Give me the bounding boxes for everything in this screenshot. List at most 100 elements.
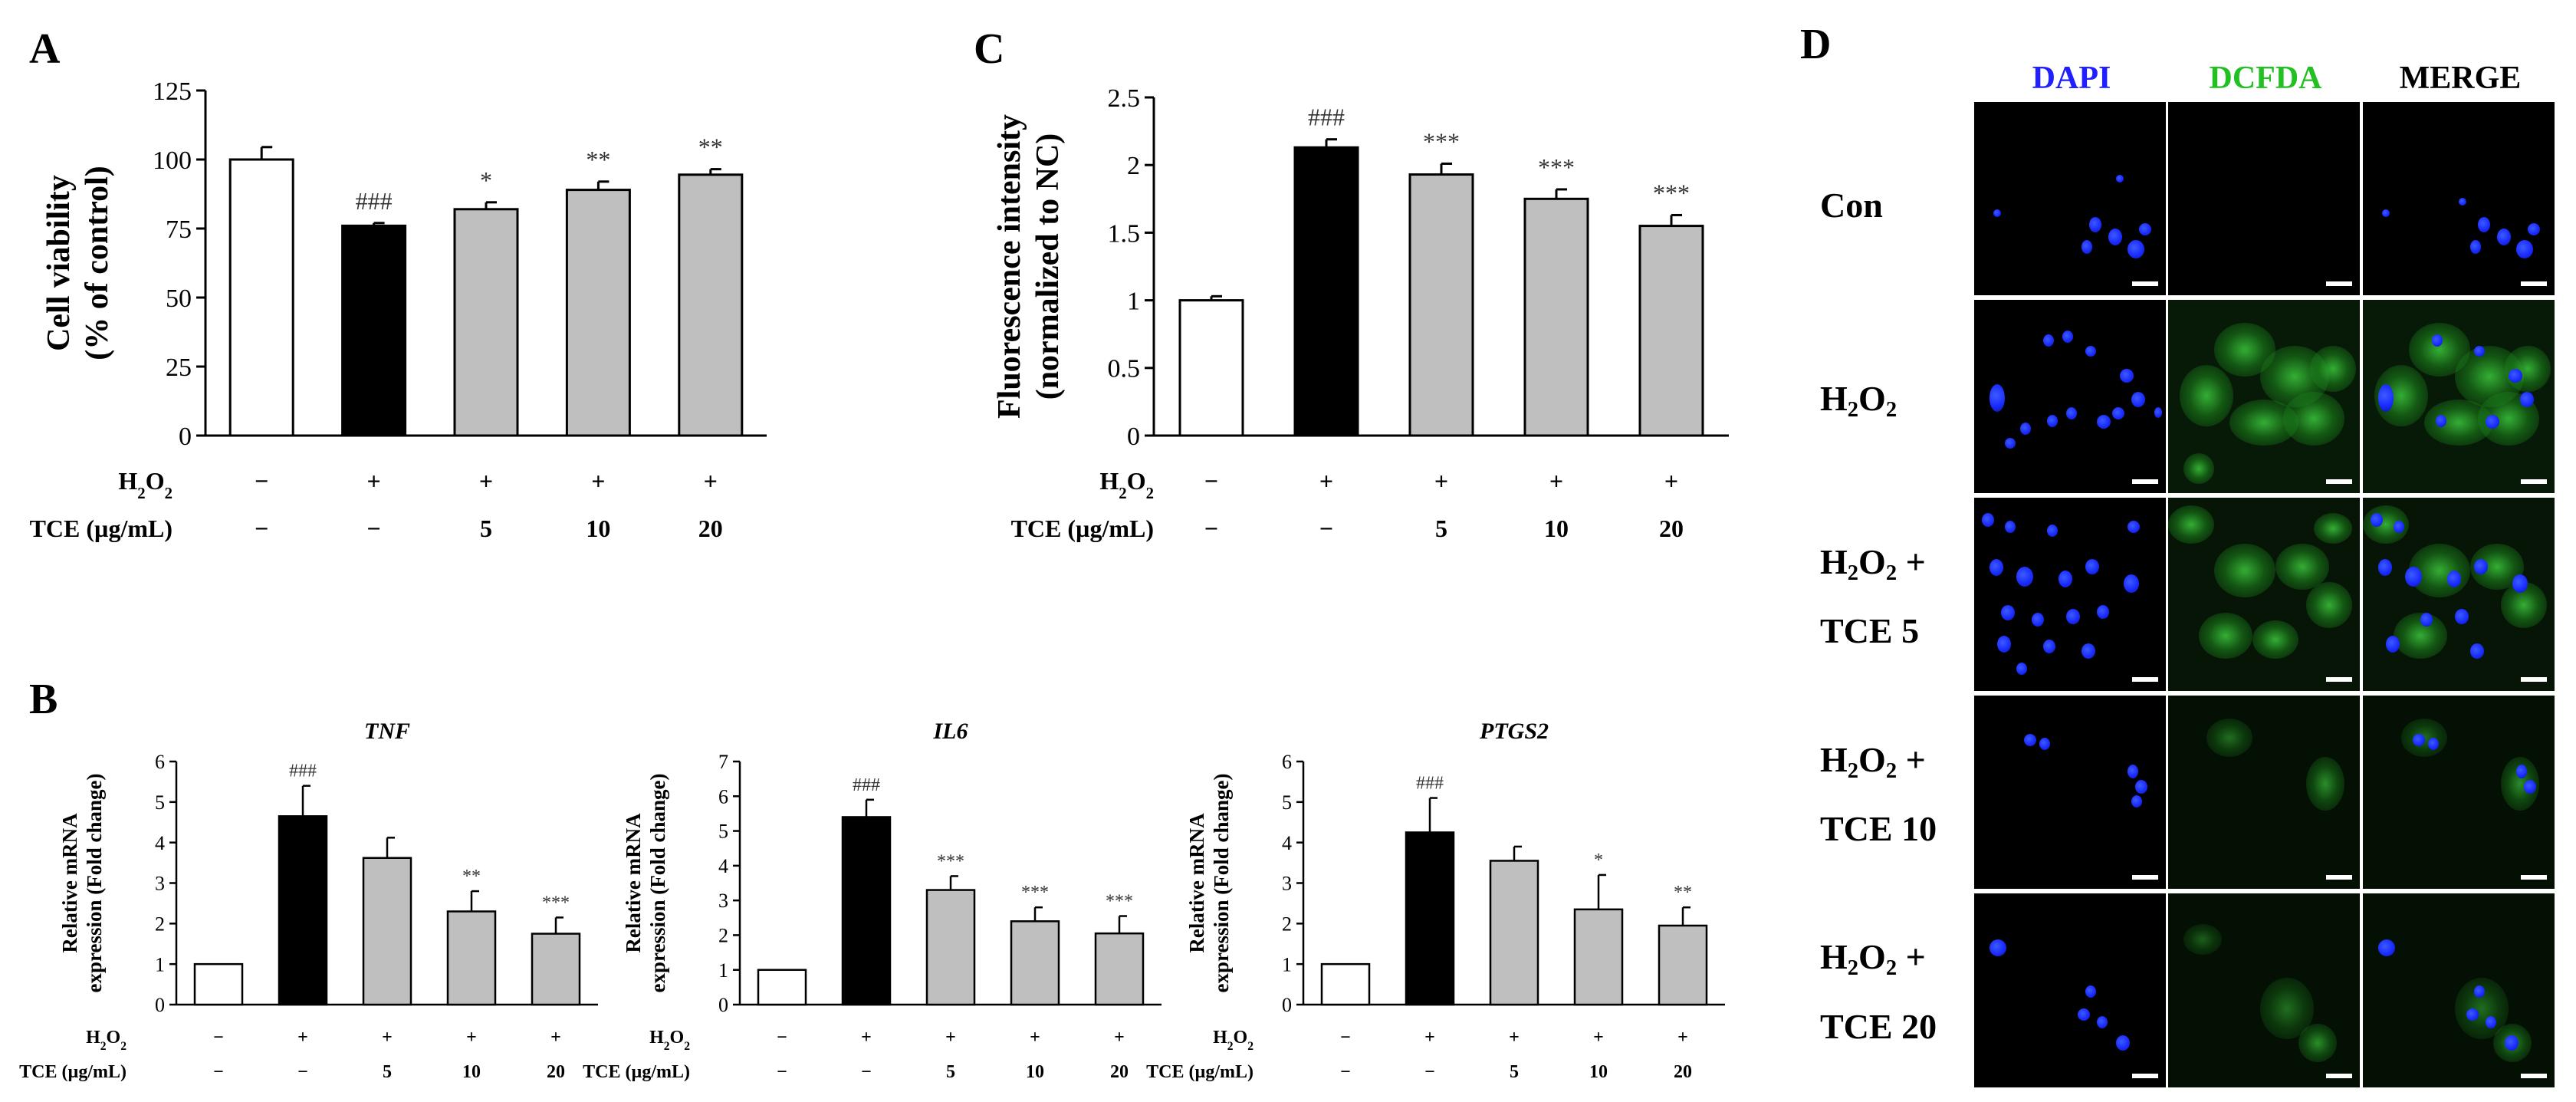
h2o2-row-value-a: + [704,467,718,495]
tce-row-value-c: 5 [1435,515,1447,542]
row-label-h2o2-tce10-line2: TCE 10 [1820,809,1937,848]
micrograph-tce10-merge [2363,696,2555,889]
bar-c [1638,225,1704,437]
y-tick-label-b-tnf: 0 [155,994,165,1016]
tce-row-value-a: − [255,515,268,542]
chart-title-b-il6: IL6 [933,719,968,744]
bar-b-il6 [1010,920,1060,1006]
h2o2-row-value-a: + [479,467,493,495]
y-tick-label-b-il6: 5 [718,821,728,843]
y-tick-label-b-ptgs2: 4 [1282,832,1292,854]
y-tick-label-b-tnf: 5 [155,791,165,814]
h2o2-row-value-b-ptgs2: − [1340,1028,1351,1048]
y-tick-label-b-ptgs2: 2 [1282,913,1292,935]
y-tick-label-b-il6: 3 [718,890,728,912]
significance-label-c: *** [1538,153,1575,181]
panel-a-letter: A [29,25,61,73]
y-tick-label-c: 1.5 [1108,219,1141,248]
tce-row-value-b-tnf: 20 [547,1062,565,1082]
row-label-h2o2-tce20-line2: TCE 20 [1820,1007,1937,1046]
bar-a [341,224,407,437]
tce-row-label-a: TCE (µg/mL) [30,515,172,542]
micrograph-con-merge [2363,102,2555,295]
column-label-dcfda: DCFDA [2209,61,2322,96]
h2o2-row-value-b-tnf: + [550,1028,561,1048]
tce-row-value-b-ptgs2: 5 [1510,1062,1519,1082]
significance-label-b-il6: *** [937,851,964,871]
bar-a [565,189,631,437]
tce-row-value-c: − [1204,515,1218,542]
tce-row-label-b-ptgs2: TCE (µg/mL) [1146,1062,1254,1082]
h2o2-row-value-b-ptgs2: + [1593,1028,1604,1048]
h2o2-row-value-b-ptgs2: + [1677,1028,1688,1048]
h2o2-row-value-b-tnf: − [213,1028,224,1048]
h2o2-row-value-a: + [591,467,605,495]
bar-b-ptgs2 [1489,860,1539,1006]
y-axis-label-line2-b-il6: expression (Fold change) [646,773,669,992]
bar-b-il6 [1094,932,1145,1006]
tce-row-value-b-il6: − [861,1062,872,1082]
y-axis-label-line1-c: Fluorescence intensity [992,114,1027,419]
tce-row-value-b-tnf: 10 [462,1062,481,1082]
y-axis-label-line2-a: (% of control) [80,166,115,360]
row-label-h2o2: H2O2 [1820,379,1898,422]
y-axis-label-line1-b-ptgs2: Relative mRNA [1185,813,1208,953]
micrograph-h2o2-dapi [1974,300,2166,493]
significance-label-b-ptgs2: ### [1416,774,1444,794]
y-tick-label-b-tnf: 6 [155,751,165,773]
y-tick-label-a: 25 [166,354,192,382]
y-tick-label-b-il6: 1 [718,959,728,982]
h2o2-row-value-b-il6: + [1114,1028,1125,1048]
h2o2-row-value-b-tnf: + [382,1028,393,1048]
y-tick-label-b-il6: 2 [718,925,728,947]
tce-row-label-c: TCE (µg/mL) [1011,515,1154,542]
bar-a [678,173,744,437]
micrograph-tce10-dcfda [2168,696,2360,889]
micrograph-h2o2-dcfda [2168,300,2360,493]
micrograph-tce20-dapi [1974,893,2166,1087]
panel-b-letter: B [29,676,58,723]
y-tick-label-b-ptgs2: 6 [1282,751,1292,773]
micrograph-tce5-merge [2363,498,2555,691]
y-tick-label-b-ptgs2: 3 [1282,873,1292,895]
h2o2-row-value-b-ptgs2: + [1509,1028,1520,1048]
row-label-con: Con [1820,186,1883,225]
significance-label-b-il6: ### [853,775,880,795]
tce-row-value-a: 5 [480,515,492,542]
y-axis-label-line2-b-ptgs2: expression (Fold change) [1210,773,1233,992]
significance-label-b-ptgs2: * [1594,850,1603,870]
y-tick-label-b-il6: 4 [718,855,728,877]
bar-c [1523,197,1589,437]
bar-b-ptgs2 [1320,962,1371,1006]
micrograph-tce10-dapi [1974,696,2166,889]
h2o2-row-value-b-tnf: + [297,1028,308,1048]
tce-row-value-b-il6: 20 [1110,1062,1129,1082]
chart-title-b-tnf: TNF [364,719,410,744]
h2o2-row-value-b-tnf: + [466,1028,477,1048]
y-tick-label-b-ptgs2: 1 [1282,953,1292,975]
h2o2-row-value-c: − [1204,467,1218,495]
y-tick-label-b-il6: 0 [718,994,728,1016]
significance-label-b-tnf: *** [542,893,570,913]
tce-row-value-b-tnf: − [213,1062,224,1082]
micrograph-tce5-dapi [1974,498,2166,691]
tce-row-value-a: − [366,515,380,542]
h2o2-row-value-c: + [1664,467,1678,495]
bar-b-tnf [193,962,244,1006]
h2o2-row-value-b-ptgs2: + [1424,1028,1435,1048]
significance-label-a: ** [586,146,610,173]
row-label-h2o2-tce5-line2: TCE 5 [1820,611,1920,650]
bar-c [1408,173,1474,437]
h2o2-row-label-b-il6: H2O2 [649,1028,690,1053]
h2o2-row-value-c: + [1319,467,1333,495]
h2o2-row-label-b-ptgs2: H2O2 [1213,1028,1254,1053]
bar-c [1178,299,1244,437]
micrograph-h2o2-merge [2363,300,2555,493]
significance-label-b-tnf: ### [289,762,317,781]
panel-d-letter: D [1800,21,1832,68]
y-tick-label-a: 125 [153,77,192,106]
significance-label-b-tnf: ** [462,867,481,887]
tce-row-label-b-il6: TCE (µg/mL) [583,1062,690,1082]
y-axis-label-line2-b-tnf: expression (Fold change) [83,773,106,992]
bar-b-il6 [841,816,892,1006]
